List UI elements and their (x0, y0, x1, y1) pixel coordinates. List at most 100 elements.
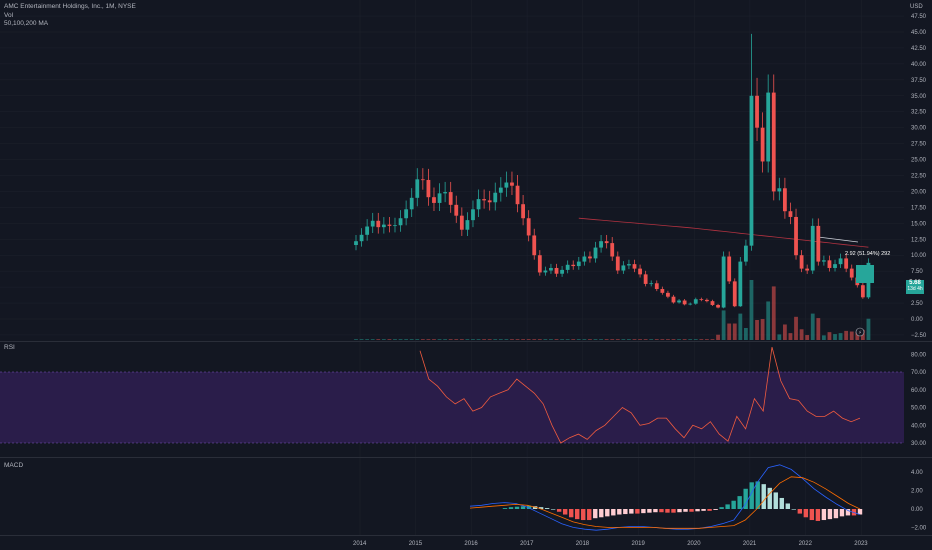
rsi-pane-label[interactable]: RSI (4, 344, 15, 351)
candle-body (833, 264, 837, 268)
volume-bar (376, 339, 381, 340)
volume-bar (827, 332, 832, 340)
macd-bar (689, 509, 694, 512)
macd-bar (605, 509, 610, 517)
candle-body (426, 179, 431, 198)
macd-bar (731, 500, 736, 509)
candle-body (359, 234, 364, 242)
price-tick-label: 37.50 (911, 78, 927, 84)
price-tick-label: 2.50 (911, 301, 923, 307)
volume-bar (420, 339, 425, 340)
macd-tick-label: 0.00 (911, 507, 923, 513)
time-tick-label: 2021 (743, 541, 757, 547)
volume-bar (498, 339, 503, 340)
price-tick-label: 47.50 (911, 14, 927, 20)
volume-bar (660, 339, 665, 340)
candle-body (760, 127, 765, 162)
price-tick-label: 7.50 (911, 269, 923, 275)
volume-bar (699, 339, 704, 340)
volume-bar (432, 339, 436, 340)
candle-body (521, 204, 525, 219)
volume-bar (448, 339, 453, 340)
volume-bar (521, 339, 525, 340)
currency-label: USD (910, 4, 923, 10)
volume-bar (710, 339, 715, 340)
price-tick-label: 32.50 (911, 110, 927, 116)
macd-bar (544, 508, 550, 509)
candle-body (721, 256, 726, 308)
macd-bar (647, 509, 652, 513)
candle-body (705, 299, 709, 302)
macd-bar (791, 509, 797, 510)
candle-body (532, 235, 537, 256)
time-axis: 2014 2015 2016 2017 2018 2019 2020 2021 2022 2023 (353, 541, 868, 547)
volume-bar (565, 339, 570, 340)
candle-body (376, 220, 381, 228)
volume-bar (554, 339, 559, 340)
macd-bar (653, 509, 658, 513)
time-tick-label: 2014 (353, 541, 367, 547)
candle-body (599, 241, 603, 248)
rsi-line (419, 346, 861, 444)
candle-body (660, 289, 665, 293)
volume-bar (482, 339, 487, 340)
candle-body (654, 283, 659, 290)
price-tick-label: 20.00 (911, 189, 927, 195)
candlestick-series (354, 33, 874, 309)
macd-bar (725, 504, 730, 509)
candle-body (615, 256, 620, 271)
candle-body (409, 197, 414, 210)
macd-tick-label: 4.00 (911, 470, 923, 476)
candle-body (576, 261, 581, 267)
time-tick-label: 2022 (799, 541, 813, 547)
macd-bar (611, 509, 616, 516)
macd-bar (821, 509, 827, 521)
trend-line (817, 236, 859, 243)
volume-bar (471, 339, 475, 340)
volume-bar (426, 339, 431, 340)
candle-body (638, 268, 642, 275)
volume-bar (849, 331, 854, 340)
legend-title[interactable]: AMC Entertainment Holdings, Inc., 1M, NY… (4, 3, 136, 10)
macd-tick-label: 2.00 (911, 489, 923, 495)
macd-pane-label[interactable]: MACD (4, 462, 24, 469)
candle-body (621, 265, 626, 271)
volume-bar (387, 339, 392, 340)
candle-body (459, 215, 464, 230)
price-tick-label: 35.00 (911, 94, 927, 100)
macd-bar (683, 509, 688, 512)
macd-bar (593, 509, 598, 519)
volume-bar (771, 286, 776, 340)
volume-bar (688, 339, 693, 340)
candle-body (727, 256, 732, 282)
rsi-tick-label: 50.00 (911, 406, 927, 412)
time-tick-label: 2019 (632, 541, 646, 547)
volume-bar (721, 310, 726, 340)
rsi-tick-label: 80.00 (911, 352, 927, 358)
candle-body (827, 260, 832, 268)
volume-bar (810, 313, 815, 340)
candle-body (554, 267, 559, 274)
macd-bar (809, 509, 815, 521)
macd-bar (737, 496, 742, 509)
volume-bar (732, 323, 737, 340)
volume-bar (582, 339, 587, 340)
signal-line (469, 476, 861, 529)
candle-body (860, 285, 865, 298)
volume-bar (744, 328, 748, 340)
candle-body (482, 199, 487, 201)
volume-bar (560, 339, 564, 340)
candle-body (838, 258, 843, 265)
candle-body (549, 267, 553, 271)
rsi-tick-label: 70.00 (911, 370, 927, 376)
legend-volume[interactable]: Vol (4, 11, 14, 19)
macd-bar (562, 509, 568, 515)
volume-bar (365, 339, 370, 340)
legend-ma[interactable]: 50,100,200 MA (4, 20, 49, 27)
price-annotation: 2.92 (51.94%) 292 (845, 251, 891, 257)
price-tick-label: 17.50 (911, 205, 927, 211)
volume-bar (359, 339, 364, 340)
volume-bar (576, 339, 581, 340)
volume-bar (666, 339, 670, 340)
